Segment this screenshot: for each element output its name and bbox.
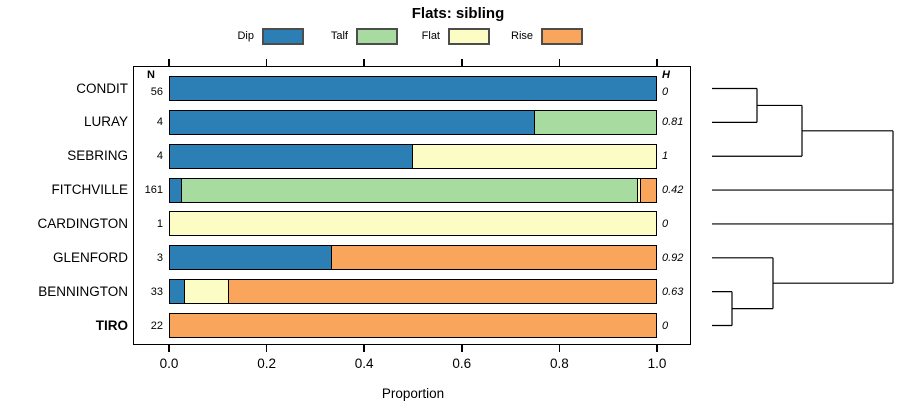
top-axis-tick [265,59,268,66]
bar-segment-rise [331,246,656,270]
row-label-cardington: CARDINGTON [37,215,128,231]
legend-label: Rise [511,30,534,42]
bar-row-luray [169,109,657,135]
bottom-axis-tick [461,345,463,352]
bar-segment-rise [640,178,656,202]
x-tick-label: 0.0 [159,356,179,371]
x-tick-label: 0.4 [354,356,374,371]
bar-segment-dip [170,110,535,134]
n-value: 4 [156,150,163,163]
row-label-condit: CONDIT [76,80,128,96]
n-column-header: N [147,69,155,81]
h-value: 0.42 [662,184,684,197]
top-axis-tick [558,59,561,66]
h-value: 0.81 [662,116,684,129]
legend-item-dip: Dip [232,27,304,45]
row-label-tiro: TIRO [95,317,128,333]
legend-item-flat: Flat [418,27,490,45]
bottom-axis-tick [265,345,268,352]
n-value: 161 [144,184,163,197]
top-axis-tick [656,59,658,66]
bar-row-bennington [169,279,657,305]
bar-row-cardington [169,211,657,237]
bar-segment-dip [170,178,183,202]
bottom-axis-tick [656,345,658,352]
legend-label: Dip [237,30,254,42]
h-value: 0 [662,217,669,230]
n-value: 4 [156,116,163,129]
bottom-axis-tick [168,345,170,352]
legend-swatch [541,27,583,45]
h-value: 0.92 [662,251,684,264]
h-value: 0.63 [662,285,684,298]
h-value: 1 [662,150,669,163]
legend-swatch [356,27,398,45]
dendrogram [712,87,894,327]
bottom-axis-tick [558,345,561,352]
legend-item-rise: Rise [511,27,583,45]
bar-segment-dip [170,77,656,100]
top-axis-tick [461,59,463,66]
row-label-luray: LURAY [83,114,128,130]
x-tick-label: 0.8 [550,356,569,371]
n-value: 1 [156,217,163,230]
bar-segment-flat [184,280,229,304]
top-axis-tick [363,59,365,66]
top-axis-tick [168,59,170,66]
x-tick-label: 0.2 [257,356,276,371]
bar-segment-rise [228,280,656,304]
bar-segment-rise [170,314,656,338]
row-label-fitchville: FITCHVILLE [51,182,128,198]
bar-segment-flat [413,144,656,168]
bar-row-tiro [169,313,657,339]
chart-title: Flats: sibling [411,5,505,22]
n-value: 22 [150,319,163,332]
bar-segment-dip [170,246,332,270]
h-value: 0 [662,319,669,332]
bar-row-fitchville [169,177,657,203]
legend-label: Talf [330,30,348,42]
h-column-header: H [662,69,670,81]
row-label-sebring: SEBRING [67,148,128,164]
legend-label: Flat [421,30,440,42]
row-label-glenford: GLENFORD [52,249,128,265]
h-value: 0 [662,86,669,98]
legend-swatch [262,27,304,45]
x-tick-label: 0.6 [452,356,472,371]
legend-item-talf: Talf [326,27,398,45]
bar-segment-dip [170,144,413,168]
bar-segment-flat [637,178,641,202]
n-value: 33 [150,285,163,298]
bar-segment-talf [182,178,638,202]
bottom-axis-tick [363,345,365,352]
n-value: 3 [156,251,163,264]
legend-swatch [448,27,490,45]
row-label-bennington: BENNINGTON [38,283,128,299]
x-axis-label: Proportion [381,386,445,401]
bar-row-glenford [169,245,657,271]
bar-row-condit [169,76,657,101]
n-value: 56 [150,86,163,98]
bar-segment-flat [170,212,656,236]
bar-row-sebring [169,143,657,169]
bar-segment-dip [170,280,185,304]
x-tick-label: 1.0 [647,356,667,371]
bar-segment-talf [534,110,656,134]
